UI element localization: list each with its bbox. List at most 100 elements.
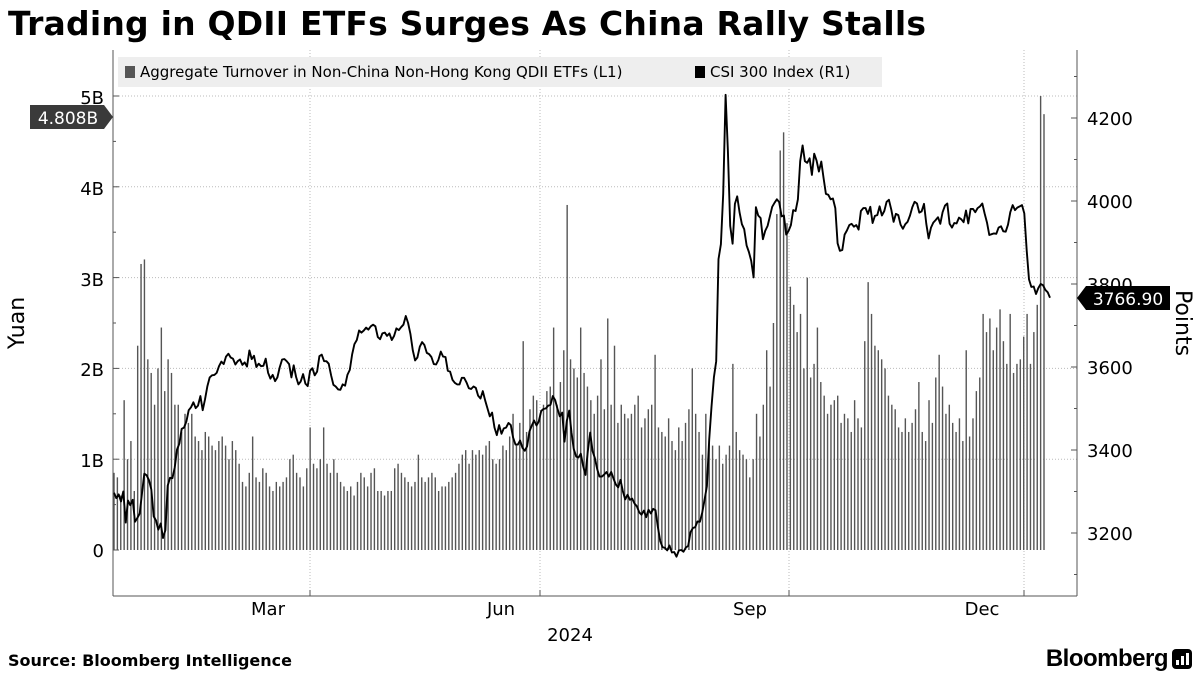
y-right-tick-labels: 3200 3400 3600 3800 4000 4200 — [1087, 109, 1133, 545]
turnover-bar — [160, 327, 163, 550]
turnover-bar — [563, 350, 565, 550]
turnover-bar — [525, 431, 528, 550]
axis-ticks — [113, 76, 1077, 596]
turnover-bar — [167, 359, 169, 550]
turnover-bar — [809, 377, 812, 550]
turnover-bar — [887, 395, 890, 550]
turnover-bar — [897, 427, 900, 550]
turnover-bar — [694, 413, 697, 550]
turnover-bar — [755, 413, 758, 550]
turnover-bar — [353, 495, 355, 550]
turnover-bar — [958, 418, 961, 550]
turnover-bar — [1043, 114, 1045, 550]
turnover-bar — [644, 418, 646, 550]
turnover-bar — [999, 309, 1001, 550]
turnover-bar — [1012, 372, 1015, 550]
turnover-bar — [911, 422, 913, 550]
y-left-tick-label: 0 — [93, 541, 104, 562]
turnover-bar — [475, 454, 477, 550]
turnover-bar — [437, 490, 440, 550]
turnover-bar — [143, 259, 146, 550]
turnover-bar — [992, 350, 994, 550]
last-value-label-line-text: 3766.90 — [1093, 290, 1163, 310]
turnover-bar — [647, 409, 650, 550]
turnover-bar — [820, 382, 822, 550]
x-tick-label: Dec — [965, 599, 1000, 620]
turnover-bar — [529, 409, 531, 550]
turnover-bar — [728, 445, 731, 550]
turnover-bar — [627, 418, 629, 550]
y-right-tick-label: 4000 — [1087, 192, 1133, 213]
turnover-bar — [536, 400, 538, 550]
turnover-bar — [177, 404, 179, 550]
turnover-bar — [373, 468, 376, 550]
turnover-bar — [251, 436, 254, 550]
turnover-bar — [502, 445, 504, 550]
turnover-bar — [681, 441, 683, 550]
turnover-bar — [454, 472, 457, 550]
turnover-bar — [164, 391, 166, 550]
turnover-bar — [120, 495, 122, 550]
turnover-bar — [718, 445, 721, 550]
turnover-bar — [1029, 363, 1032, 550]
turnover-bar — [366, 486, 369, 550]
turnover-bar — [404, 477, 406, 550]
turnover-bar — [241, 481, 244, 550]
turnover-bar — [407, 481, 409, 550]
turnover-bar — [299, 477, 301, 550]
turnover-bar — [1039, 96, 1042, 550]
turnover-bar — [1016, 363, 1018, 550]
turnover-bar — [1026, 313, 1028, 550]
turnover-bar — [857, 418, 859, 550]
turnover-bar — [539, 413, 541, 550]
turnover-bar — [765, 350, 768, 550]
turnover-bar — [576, 377, 579, 550]
turnover-bar — [573, 368, 575, 550]
turnover-bar — [951, 422, 954, 550]
turnover-bar — [995, 327, 998, 550]
turnover-bar — [279, 486, 281, 550]
turnover-bar — [941, 386, 944, 550]
turnover-bar — [431, 472, 433, 550]
turnover-bar — [390, 490, 393, 550]
turnover-bar — [921, 431, 923, 550]
turnover-bar — [258, 481, 261, 550]
y-right-axis-title: Points — [1170, 290, 1195, 356]
turnover-bar — [948, 404, 951, 550]
turnover-bar — [546, 391, 548, 550]
y-left-tick-labels: 0 1B 2B 3B 4B 5B — [80, 88, 104, 562]
y-right-tick-label: 3200 — [1087, 524, 1133, 545]
turnover-bar — [593, 413, 595, 550]
turnover-bar — [962, 441, 964, 550]
turnover-bar — [698, 431, 700, 550]
turnover-bar — [191, 413, 193, 550]
turnover-bar — [417, 454, 420, 550]
turnover-bar — [400, 472, 403, 550]
turnover-bar — [532, 395, 535, 550]
y-left-tick-label: 3B — [80, 270, 104, 291]
turnover-bar — [512, 413, 514, 550]
turnover-bar — [928, 400, 930, 550]
turnover-bar — [228, 459, 230, 550]
source-note: Source: Bloomberg Intelligence — [8, 651, 292, 670]
turnover-bar — [749, 477, 751, 550]
turnover-bar — [884, 368, 886, 550]
turnover-bar — [691, 368, 693, 550]
turnover-bar — [908, 431, 910, 550]
gridlines — [113, 50, 1077, 596]
turnover-bar — [738, 450, 741, 550]
turnover-bar — [130, 441, 132, 550]
turnover-bar — [441, 486, 443, 550]
turnover-bar — [579, 327, 582, 550]
turnover-bar — [285, 477, 288, 550]
turnover-bar — [620, 404, 622, 550]
turnover-bar — [880, 359, 883, 550]
turnover-bar — [968, 436, 971, 550]
turnover-bar — [434, 477, 436, 550]
turnover-bar — [478, 450, 480, 550]
turnover-bar — [661, 431, 663, 550]
legend: Aggregate Turnover in Non-China Non-Hong… — [118, 57, 882, 87]
turnover-bar — [860, 427, 863, 550]
turnover-bar — [982, 313, 984, 550]
turnover-bar — [481, 454, 484, 550]
